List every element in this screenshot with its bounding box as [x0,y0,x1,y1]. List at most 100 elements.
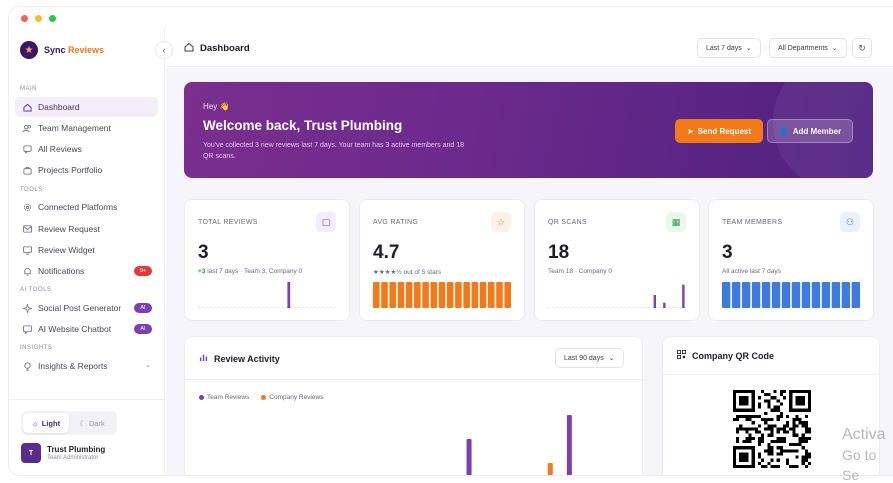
page-title: Dashboard [200,43,250,54]
level-bar [731,282,741,308]
qr-code-image[interactable] [733,390,811,468]
grid-icon: ▦ [666,212,686,232]
section-label-tools: TOOLS [20,187,43,193]
legend-company-reviews[interactable]: Company Reviews [261,394,323,401]
brand[interactable]: ★ Sync Reviews [20,41,104,59]
sidebar-item-ai-website-chatbot[interactable]: AI Website Chatbot AI [15,319,158,339]
review-activity-card: Review Activity Last 90 days ⌄ Team Revie… [184,336,643,475]
theme-toggle[interactable]: ☼ Light ☾ Dark [21,411,117,435]
theme-light-button[interactable]: ☼ Light [23,413,69,433]
reviews-icon [22,144,32,154]
sparkline-bar [653,295,657,308]
sparkline-bar [682,284,685,308]
level-bar [487,282,495,308]
banner-decoration [773,82,873,178]
chat-icon [22,324,32,334]
brand-logo-icon: ★ [20,41,38,59]
sun-icon: ☼ [31,418,39,428]
top-header: Dashboard Last 7 days ⌄ All Departments ⌄ … [166,29,893,67]
welcome-subtitle: You've collected 3 new reviews last 7 da… [203,142,465,160]
sidebar-item-review-widget[interactable]: Review Widget [15,240,158,260]
bell-icon [22,266,32,276]
level-bar [471,282,479,308]
send-request-button[interactable]: ➤ Send Request [675,119,763,143]
sparkline-bar [287,282,291,308]
user-profile[interactable]: T Trust Plumbing Team Administrator [21,443,105,463]
level-bar [373,282,380,308]
chevron-down-icon: ⌄ [745,45,752,52]
department-select[interactable]: All Departments ⌄ [769,38,847,58]
sparkle-icon [22,303,32,313]
divider [663,374,879,375]
stat-card-team-members[interactable]: TEAM MEMBERS ⚇ 3 All active last 7 days [708,199,874,321]
moon-icon: ☾ [79,418,86,428]
period-select[interactable]: Last 7 days ⌄ [697,38,761,58]
level-bar [801,282,811,308]
greeting: Hey 👋 [203,102,230,111]
windows-activation-watermark: Activa Go to Se [842,426,886,483]
level-bar [761,282,771,308]
legend-team-reviews[interactable]: Team Reviews [199,394,249,401]
main-content: Hey 👋 Welcome back, Trust Plumbing You'v… [166,68,893,475]
add-user-icon: 👤 [778,126,789,136]
home-icon [184,42,194,55]
level-bar [741,282,751,308]
notifications-badge: 9+ [134,266,152,276]
app-window: ★ Sync Reviews ‹ MAIN Dashboard Team Man… [8,6,893,476]
activity-bar-0-56 [466,439,472,475]
lightbulb-icon [22,361,32,371]
theme-dark-button[interactable]: ☾ Dark [79,418,105,428]
stat-card-total-reviews[interactable]: TOTAL REVIEWS ▢ 3 +3 last 7 days · Team … [184,199,350,321]
level-bar [414,282,421,308]
minimize-window-button[interactable] [35,15,42,22]
level-bar [438,282,446,308]
qr-icon [677,350,686,361]
review-activity-title: Review Activity [214,353,280,364]
add-member-button[interactable]: 👤 Add Member [767,119,853,143]
stat-card-avg-rating[interactable]: AVG RATING ☆ 4.7 ★★★★½ out of 5 stars [359,199,525,321]
section-label-main: MAIN [20,86,37,92]
level-bar [811,282,821,308]
stat-value: 3 [198,242,209,263]
level-bar [771,282,781,308]
sidebar-item-dashboard[interactable]: Dashboard [15,97,158,117]
bar-chart-icon [199,353,208,364]
close-window-button[interactable] [21,15,28,22]
chevron-down-icon: ⌄ [608,355,615,362]
title-bar [9,7,893,29]
level-bar [381,282,388,308]
ai-badge: AI [134,324,152,334]
sidebar-item-review-request[interactable]: Review Request [15,219,158,239]
level-bar [422,282,429,308]
stat-value: 18 [548,242,570,263]
qr-scans-sparkline [548,284,686,308]
level-bar [791,282,801,308]
sidebar-item-social-post-generator[interactable]: Social Post Generator AI [15,298,158,318]
team-icon [22,123,32,133]
company-qr-card: Company QR Code [662,336,880,475]
activity-range-select[interactable]: Last 90 days ⌄ [555,348,624,368]
review-activity-chart [466,415,572,475]
sidebar-item-insights-reports[interactable]: Insights & Reports ⌄ [15,356,158,376]
brand-name: Sync Reviews [44,45,105,55]
sidebar-item-connected-platforms[interactable]: Connected Platforms [15,197,158,217]
breadcrumb: Dashboard [184,42,250,55]
maximize-window-button[interactable] [49,15,56,22]
refresh-button[interactable]: ↻ [852,38,872,58]
section-label-insights: INSIGHTS [20,345,53,351]
sidebar-item-team-management[interactable]: Team Management [15,118,158,138]
chart-legend: Team Reviews Company Reviews [199,394,323,401]
sidebar: ★ Sync Reviews ‹ MAIN Dashboard Team Man… [9,29,173,475]
level-bar [463,282,470,308]
home-icon [22,102,32,112]
sidebar-item-all-reviews[interactable]: All Reviews [15,139,158,159]
stat-card-qr-scans[interactable]: QR SCANS ▦ 18 Team 18 · Company 0 [534,199,700,321]
collapse-sidebar-button[interactable]: ‹ [155,41,173,59]
sidebar-item-notifications[interactable]: Notifications 9+ [15,261,158,281]
level-bar [405,282,413,308]
portfolio-icon [22,165,32,175]
level-bar [751,282,761,308]
user-name: Trust Plumbing [47,445,106,454]
total-reviews-sparkline [198,282,336,308]
sidebar-item-projects-portfolio[interactable]: Projects Portfolio [15,160,158,180]
